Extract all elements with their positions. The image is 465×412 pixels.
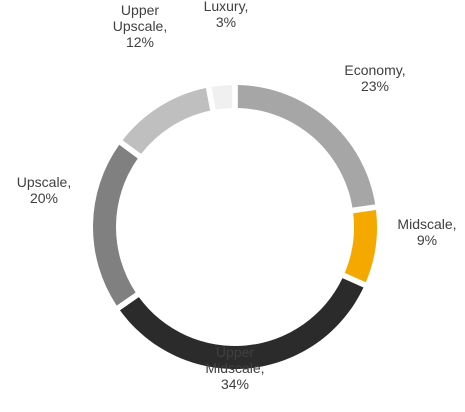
- value-label: 23%: [361, 78, 389, 94]
- slice-label: Upscale,: [17, 174, 71, 190]
- label-line: Luxury,: [204, 0, 249, 14]
- value-label: 20%: [30, 190, 58, 206]
- slice-label: Upper Upscale,: [113, 2, 167, 34]
- donut-slice: [211, 85, 233, 110]
- slice-label: Economy,: [344, 62, 405, 78]
- donut-slice: [92, 144, 138, 306]
- label-line: Economy,: [344, 62, 405, 78]
- label-line: Upper: [121, 2, 159, 18]
- slice-label: Luxury,: [204, 0, 249, 14]
- slice-label: Upper Midscale,: [205, 344, 264, 376]
- value-label: 34%: [221, 376, 249, 392]
- value-label: 12%: [126, 34, 154, 50]
- donut-slice: [122, 88, 211, 154]
- label-line: Upper: [216, 344, 254, 360]
- donut-slice: [237, 85, 376, 208]
- value-label: 9%: [417, 232, 437, 248]
- label-line: Upscale,: [17, 174, 71, 190]
- label-line: Midscale,: [397, 216, 456, 232]
- label-line: Midscale,: [205, 360, 264, 376]
- label-line: Upscale,: [113, 18, 167, 34]
- slice-label: Midscale,: [397, 216, 456, 232]
- donut-slice: [344, 210, 377, 283]
- value-label: 3%: [216, 14, 236, 30]
- donut-slice: [119, 278, 364, 369]
